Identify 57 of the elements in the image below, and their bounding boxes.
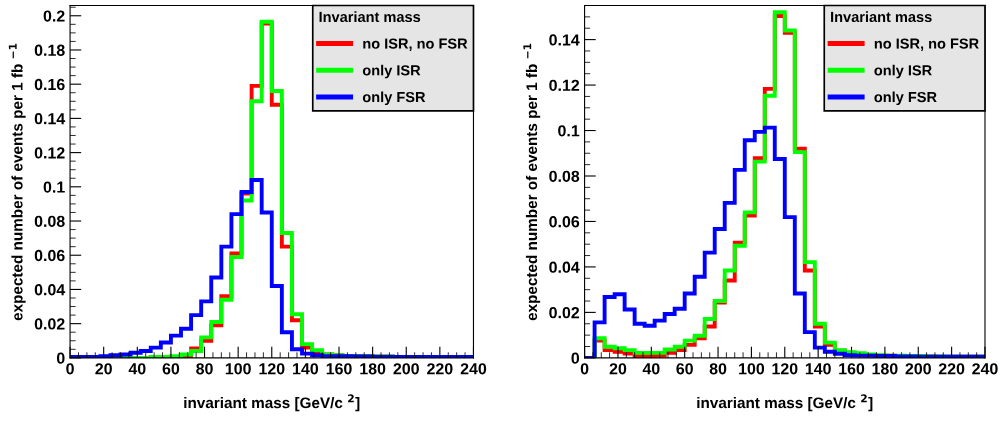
y-tick-label: 0.12 bbox=[549, 79, 580, 92]
legend-label: only ISR bbox=[362, 64, 421, 79]
x-tick-label: 140 bbox=[293, 363, 319, 375]
x-tick-label: 180 bbox=[360, 363, 386, 375]
y-tick-label: 0.04 bbox=[549, 261, 580, 273]
x-tick-label: 20 bbox=[95, 363, 112, 375]
x-tick-label: 100 bbox=[739, 363, 765, 375]
y-tick-label: 0.1 bbox=[558, 125, 580, 137]
x-axis-title: invariant mass [GeV/c $^{2}$] bbox=[184, 394, 360, 412]
y-tick-label: 0.16 bbox=[34, 78, 65, 91]
y-tick-label: 0.06 bbox=[34, 249, 65, 262]
x-tick-label: 20 bbox=[609, 363, 627, 375]
x-tick-label: 200 bbox=[393, 363, 419, 375]
x-tick-label: 240 bbox=[972, 363, 998, 375]
y-tick-label: 0.02 bbox=[549, 307, 580, 319]
y-tick-label: 0.06 bbox=[549, 216, 580, 228]
x-tick-label: 0 bbox=[580, 363, 589, 375]
x-tick-label: 60 bbox=[676, 363, 693, 375]
x-tick-label: 240 bbox=[460, 363, 487, 375]
y-tick-label: 0.14 bbox=[34, 113, 66, 125]
y-tick-label: 0 bbox=[56, 352, 65, 364]
y-axis-title: expected number of events per 1 fb $^{−1}$ bbox=[523, 43, 541, 321]
x-tick-label: 120 bbox=[259, 363, 285, 375]
y-tick-label: 0.18 bbox=[34, 44, 65, 56]
x-tick-label: 40 bbox=[128, 363, 146, 375]
y-tick-label: 0 bbox=[571, 352, 580, 364]
legend-label: only ISR bbox=[874, 64, 932, 79]
x-tick-label: 180 bbox=[872, 363, 898, 375]
legend-title: Invariant mass bbox=[831, 11, 932, 23]
x-tick-label: 60 bbox=[162, 363, 180, 375]
legend-label: no ISR, no FSR bbox=[363, 38, 468, 51]
y-tick-label: 0.12 bbox=[34, 147, 65, 159]
y-tick-label: 0.08 bbox=[34, 215, 65, 227]
y-tick-label: 0.08 bbox=[549, 170, 580, 182]
legend-label: no ISR, no FSR bbox=[874, 38, 979, 51]
legend-title: Invariant mass bbox=[319, 11, 421, 23]
x-tick-label: 220 bbox=[427, 363, 453, 375]
legend-label: only FSR bbox=[874, 91, 937, 106]
x-tick-label: 200 bbox=[905, 363, 931, 375]
x-tick-label: 140 bbox=[805, 363, 831, 375]
x-tick-label: 160 bbox=[839, 363, 865, 375]
y-tick-label: 0.2 bbox=[43, 10, 65, 22]
y-axis-title: expected number of events per 1 fb $^{−1}$ bbox=[8, 43, 26, 321]
x-tick-label: 100 bbox=[225, 363, 251, 375]
legend-label: only FSR bbox=[362, 91, 426, 106]
x-tick-label: 160 bbox=[326, 363, 352, 375]
x-tick-label: 80 bbox=[709, 363, 727, 375]
x-tick-label: 120 bbox=[772, 363, 798, 375]
y-tick-label: 0.04 bbox=[34, 284, 66, 296]
x-tick-label: 0 bbox=[66, 363, 74, 375]
x-axis-title: invariant mass [GeV/c $^{2}$] bbox=[697, 394, 873, 412]
y-tick-label: 0.02 bbox=[34, 318, 65, 330]
y-tick-label: 0.14 bbox=[549, 34, 580, 46]
x-tick-label: 40 bbox=[642, 363, 660, 375]
x-tick-label: 80 bbox=[196, 363, 213, 375]
x-tick-label: 220 bbox=[938, 363, 965, 375]
y-tick-label: 0.1 bbox=[43, 181, 65, 193]
